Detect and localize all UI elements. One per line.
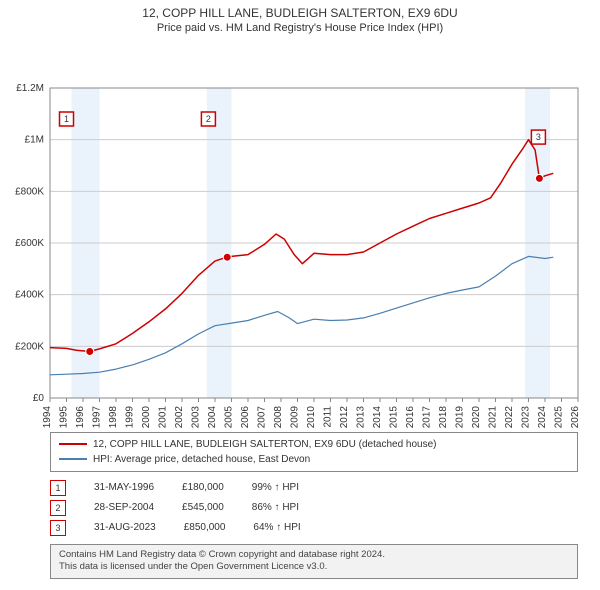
svg-text:2020: 2020	[471, 405, 482, 427]
sale-date: 28-SEP-2004	[94, 502, 154, 513]
sale-hpi-pct: 86% ↑ HPI	[252, 502, 299, 513]
svg-text:2021: 2021	[488, 405, 499, 427]
svg-text:2012: 2012	[339, 405, 350, 427]
svg-text:2014: 2014	[372, 405, 383, 427]
svg-text:2023: 2023	[521, 405, 532, 427]
legend: 12, COPP HILL LANE, BUDLEIGH SALTERTON, …	[50, 432, 578, 472]
svg-text:2016: 2016	[405, 405, 416, 427]
svg-text:3: 3	[536, 132, 541, 142]
footer-line2: This data is licensed under the Open Gov…	[59, 561, 569, 574]
svg-text:1994: 1994	[42, 405, 53, 427]
svg-text:2018: 2018	[438, 405, 449, 427]
svg-text:£200K: £200K	[15, 341, 44, 352]
svg-text:2017: 2017	[422, 405, 433, 427]
svg-text:2001: 2001	[158, 405, 169, 427]
chart-title-line1: 12, COPP HILL LANE, BUDLEIGH SALTERTON, …	[0, 0, 600, 22]
svg-text:£1.2M: £1.2M	[16, 83, 44, 94]
sale-marker-badge: 1	[50, 480, 66, 496]
svg-text:1: 1	[64, 114, 69, 124]
svg-text:2006: 2006	[240, 405, 251, 427]
svg-text:2024: 2024	[537, 405, 548, 427]
sale-row: 1 31-MAY-1996 £180,000 99% ↑ HPI	[50, 478, 578, 498]
sale-price: £850,000	[184, 522, 226, 533]
sale-row: 3 31-AUG-2023 £850,000 64% ↑ HPI	[50, 518, 578, 538]
svg-text:£600K: £600K	[15, 238, 44, 249]
sales-table: 1 31-MAY-1996 £180,000 99% ↑ HPI 2 28-SE…	[50, 478, 578, 538]
svg-text:1999: 1999	[125, 405, 136, 427]
legend-label: HPI: Average price, detached house, East…	[93, 452, 310, 467]
legend-label: 12, COPP HILL LANE, BUDLEIGH SALTERTON, …	[93, 437, 437, 452]
legend-item: 12, COPP HILL LANE, BUDLEIGH SALTERTON, …	[59, 437, 569, 452]
svg-text:£0: £0	[33, 393, 45, 404]
sale-price: £545,000	[182, 502, 224, 513]
chart-container: 12, COPP HILL LANE, BUDLEIGH SALTERTON, …	[0, 0, 600, 590]
svg-text:1996: 1996	[75, 405, 86, 427]
svg-text:2025: 2025	[554, 405, 565, 427]
svg-text:£1M: £1M	[25, 134, 44, 145]
svg-text:2019: 2019	[455, 405, 466, 427]
svg-text:2011: 2011	[323, 405, 334, 427]
legend-swatch	[59, 458, 87, 460]
sale-date: 31-AUG-2023	[94, 522, 156, 533]
svg-text:2005: 2005	[224, 405, 235, 427]
sale-row: 2 28-SEP-2004 £545,000 86% ↑ HPI	[50, 498, 578, 518]
svg-text:2008: 2008	[273, 405, 284, 427]
sale-hpi-pct: 64% ↑ HPI	[253, 522, 300, 533]
svg-text:1997: 1997	[92, 405, 103, 427]
svg-text:£800K: £800K	[15, 186, 44, 197]
svg-text:2004: 2004	[207, 405, 218, 427]
svg-text:2009: 2009	[290, 405, 301, 427]
svg-text:2007: 2007	[257, 405, 268, 427]
svg-text:2015: 2015	[389, 405, 400, 427]
svg-text:2022: 2022	[504, 405, 515, 427]
svg-text:2003: 2003	[191, 405, 202, 427]
sale-date: 31-MAY-1996	[94, 482, 154, 493]
sale-marker-badge: 3	[50, 520, 66, 536]
svg-text:£400K: £400K	[15, 289, 44, 300]
svg-text:2000: 2000	[141, 405, 152, 427]
footer-line1: Contains HM Land Registry data © Crown c…	[59, 549, 569, 562]
sale-price: £180,000	[182, 482, 224, 493]
svg-text:2002: 2002	[174, 405, 185, 427]
svg-text:1998: 1998	[108, 405, 119, 427]
attribution-footer: Contains HM Land Registry data © Crown c…	[50, 544, 578, 580]
legend-swatch	[59, 443, 87, 445]
svg-text:2010: 2010	[306, 405, 317, 427]
svg-text:2: 2	[206, 114, 211, 124]
legend-item: HPI: Average price, detached house, East…	[59, 452, 569, 467]
sale-hpi-pct: 99% ↑ HPI	[252, 482, 299, 493]
svg-text:2013: 2013	[356, 405, 367, 427]
price-chart: £0 £200K £400K £600K £800K £1M £1.2M 1994 1995 19…	[0, 38, 600, 428]
svg-text:2026: 2026	[570, 405, 581, 427]
sale-marker-badge: 2	[50, 500, 66, 516]
svg-text:1995: 1995	[59, 405, 70, 427]
chart-title-line2: Price paid vs. HM Land Registry's House …	[0, 22, 600, 38]
